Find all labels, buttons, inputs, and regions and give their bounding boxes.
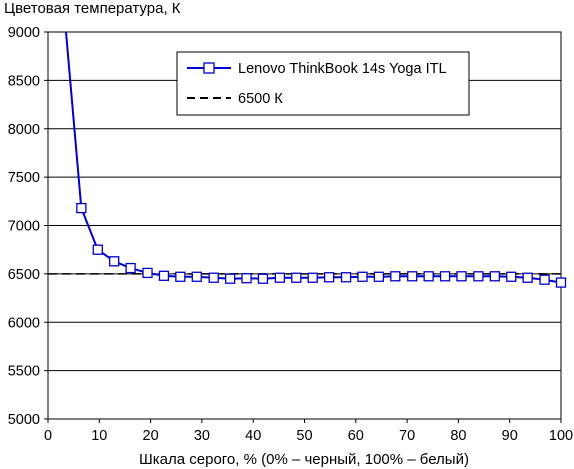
series-layer [48, 31, 567, 288]
x-tick-label: 50 [296, 428, 312, 444]
data-point [473, 271, 484, 282]
legend-label-reference: 6500 К [238, 91, 283, 107]
data-point [125, 262, 136, 274]
data-point [390, 271, 401, 282]
y-tick-label: 6500 [8, 267, 40, 283]
legend-box [176, 51, 470, 116]
x-tick-label: 10 [91, 428, 107, 444]
data-point [175, 271, 186, 282]
y-ticks: 5000 5500 6000 6500 7000 7500 8000 8500 9000 [8, 25, 48, 428]
data-point [291, 272, 302, 283]
data-point [506, 271, 517, 282]
x-tick-label: 90 [502, 428, 518, 444]
data-point [307, 272, 318, 283]
data-point [323, 272, 335, 283]
data-point [142, 267, 153, 279]
x-tick-label: 80 [450, 428, 466, 444]
legend-swatch-marker [203, 62, 215, 74]
data-point [489, 271, 500, 282]
data-point [158, 270, 170, 281]
y-tick-label: 6000 [8, 315, 40, 331]
data-point [109, 256, 120, 267]
data-point [373, 271, 385, 282]
y-tick-label: 8500 [8, 73, 40, 89]
data-point [439, 271, 451, 282]
legend: Lenovo ThinkBook 14s Yoga ITL 6500 К [176, 51, 470, 116]
data-point [539, 274, 550, 285]
data-point [274, 272, 286, 283]
data-point [555, 277, 567, 288]
y-axis-label: Цветовая температура, К [4, 0, 181, 17]
legend-label-series: Lenovo ThinkBook 14s Yoga ITL [238, 61, 447, 77]
data-point [423, 271, 434, 282]
x-axis-label: Шкала серого, % (0% – черный, 100% – бел… [139, 451, 469, 468]
x-tick-label: 100 [549, 428, 573, 444]
y-tick-label: 5000 [8, 412, 40, 428]
data-point [407, 271, 418, 282]
x-tick-label: 0 [44, 428, 52, 444]
x-tick-label: 30 [194, 428, 210, 444]
data-point [340, 272, 352, 283]
data-point [92, 244, 103, 255]
x-tick-label: 70 [399, 428, 415, 444]
y-tick-label: 5500 [8, 364, 40, 380]
y-tick-label: 7500 [8, 170, 40, 186]
data-point [257, 273, 269, 284]
y-tick-label: 8000 [8, 122, 40, 138]
x-tick-label: 40 [245, 428, 261, 444]
data-point [357, 271, 368, 282]
y-tick-label: 9000 [8, 25, 40, 41]
y-tick-label: 7000 [8, 219, 40, 235]
data-point [76, 202, 87, 214]
x-ticks: 0 10 20 30 40 50 60 70 80 90 100 [44, 419, 573, 444]
data-point [224, 273, 236, 284]
data-point [208, 272, 219, 283]
data-point [241, 273, 252, 284]
data-point [191, 271, 202, 282]
data-point [522, 272, 533, 283]
grid-lines [48, 79, 561, 372]
x-tick-label: 60 [348, 428, 364, 444]
x-tick-label: 20 [143, 428, 159, 444]
data-point [456, 271, 467, 282]
